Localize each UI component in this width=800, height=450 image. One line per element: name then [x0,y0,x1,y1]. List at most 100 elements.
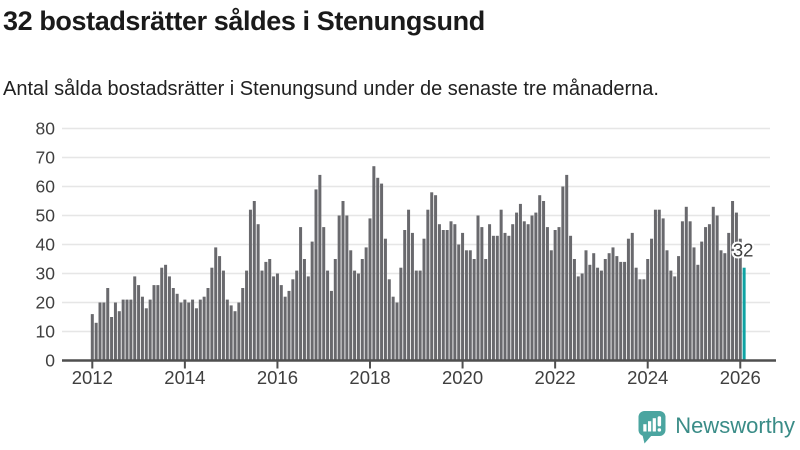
bar [233,311,237,361]
bar [102,302,106,361]
bar [372,166,376,361]
bar [113,302,117,361]
newsworthy-chart-bubble-icon [638,410,666,443]
bar [210,267,214,361]
bar [738,238,742,361]
bar [603,259,607,361]
bar [272,276,276,361]
x-tick-label: 2016 [257,367,298,388]
x-tick-label: 2020 [442,367,483,388]
newsworthy-logo: Newsworthy [638,406,795,446]
bar [299,227,303,361]
bar [696,264,700,361]
bar [167,276,171,361]
bar [214,247,218,361]
bar [368,218,372,361]
bar [407,209,411,361]
bar [94,322,98,361]
bar [414,270,418,361]
bar [711,206,715,361]
bar [488,224,492,361]
bar [410,232,414,361]
bar [511,224,515,361]
highlighted-bar [742,267,746,361]
bar [491,235,495,361]
bar [183,299,187,361]
bar [364,247,368,361]
bar [472,259,476,361]
bar [731,201,735,361]
bar [110,317,114,361]
bar [360,259,364,361]
bar [345,215,349,361]
y-tick-label: 0 [45,351,55,371]
bar [569,235,573,361]
bar [329,290,333,361]
bar [653,209,657,361]
bar [495,235,499,361]
bar [530,215,534,361]
bar [225,299,229,361]
x-tick-label: 2012 [72,367,113,388]
bar [106,288,110,361]
bar [650,238,654,361]
bar [403,230,407,361]
bar [318,174,322,361]
bar [399,267,403,361]
bar [245,270,249,361]
bar [596,267,600,361]
bar [684,206,688,361]
bar [98,302,102,361]
bar [592,253,596,361]
bar [715,215,719,361]
bar [152,285,156,361]
bar [275,273,279,361]
bar [144,308,148,361]
bar [418,270,422,361]
bar [441,230,445,361]
bar [256,224,260,361]
bar [480,227,484,361]
x-tick-label: 2014 [164,367,205,388]
bar [322,227,326,361]
y-tick-label: 50 [36,206,56,226]
bar [661,218,665,361]
x-tick-label: 2026 [720,367,761,388]
bar [248,209,252,361]
bar [561,186,565,361]
bar [499,209,503,361]
bar [356,273,360,361]
bar [599,270,603,361]
bar [430,192,434,361]
bar [611,247,615,361]
y-tick-label: 40 [36,235,56,255]
chart-subtitle: Antal sålda bostadsrätter i Stenungsund … [3,78,659,100]
bar [677,256,681,361]
bar [518,203,522,361]
y-tick-label: 70 [36,148,56,168]
y-tick-label: 80 [36,119,56,139]
bar [584,250,588,361]
bar [383,238,387,361]
bar [117,311,121,361]
bar [700,241,704,361]
bar [179,302,183,361]
bar [607,253,611,361]
bar [534,212,538,361]
bar [538,195,542,361]
bar [202,296,206,361]
bar [218,256,222,361]
bar [260,270,264,361]
bar [623,261,627,361]
bar [326,270,330,361]
bar [241,288,245,361]
bar [515,212,519,361]
x-tick-label: 2022 [535,367,576,388]
bar [156,285,160,361]
x-tick-label: 2024 [627,367,668,388]
bar [484,259,488,361]
bar [626,238,630,361]
bar [391,296,395,361]
bar [121,299,125,361]
